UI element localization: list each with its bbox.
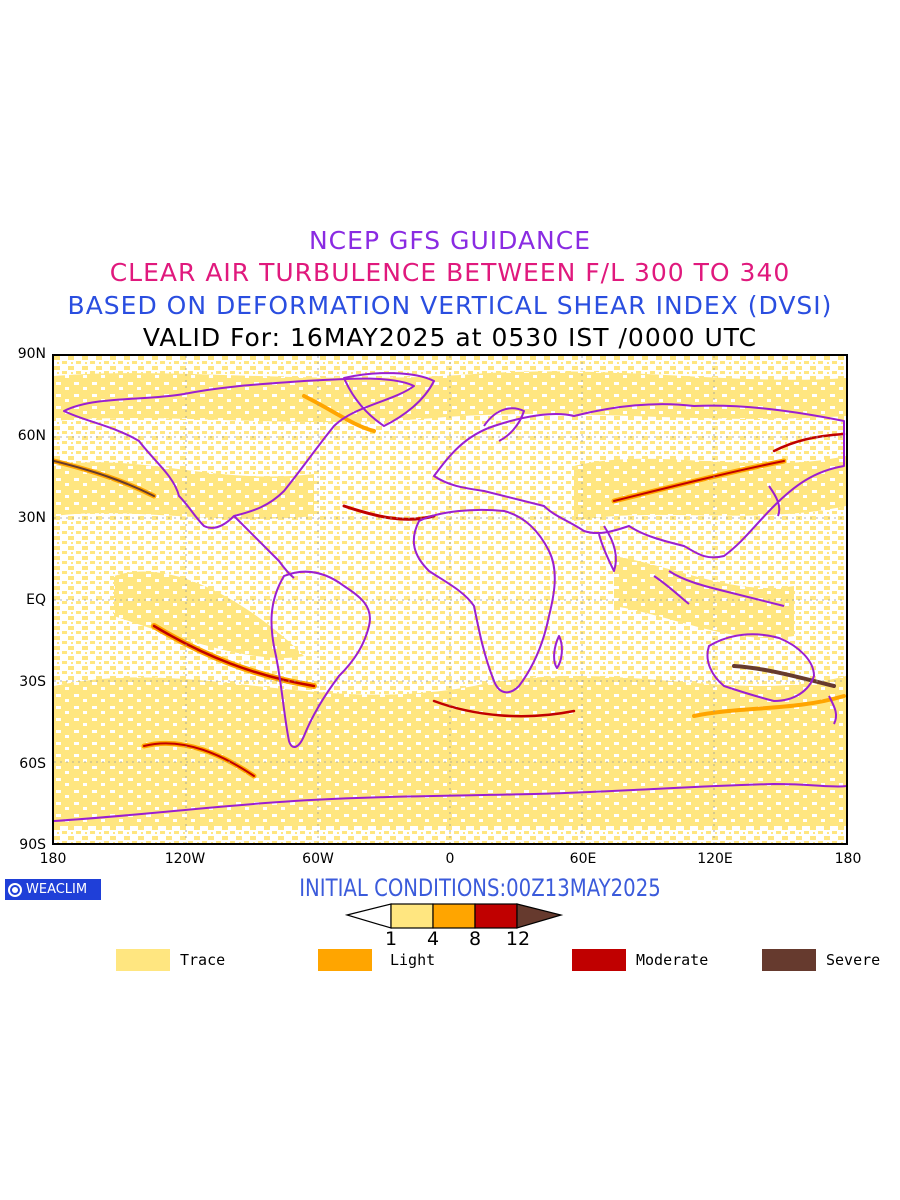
lat-label-60n: 60N bbox=[17, 428, 46, 444]
colorbar-light bbox=[432, 903, 476, 929]
legend-label-trace: Trace bbox=[180, 951, 226, 969]
colorbar-tick-12: 12 bbox=[505, 928, 531, 950]
colorbar-tick-1: 1 bbox=[384, 928, 398, 950]
lat-label-90n: 90N bbox=[17, 346, 46, 362]
lon-label-180w: 180 bbox=[39, 851, 67, 867]
colorbar-moderate bbox=[474, 903, 518, 929]
coastlines bbox=[54, 372, 846, 822]
colorbar-severe-triangle bbox=[516, 903, 564, 929]
lat-label-30n: 30N bbox=[17, 510, 46, 526]
weaclim-logo: WEACLIM bbox=[5, 879, 101, 900]
legend-swatch-moderate bbox=[572, 949, 626, 971]
lat-label-30s: 30S bbox=[19, 674, 46, 690]
turbulence-map bbox=[52, 354, 848, 845]
colorbar-trace bbox=[390, 903, 434, 929]
map-canvas bbox=[54, 356, 846, 843]
colorbar-tick-4: 4 bbox=[426, 928, 440, 950]
legend-label-severe: Severe bbox=[826, 951, 881, 969]
lat-label-eq: EQ bbox=[26, 592, 46, 608]
legend-swatch-trace bbox=[116, 949, 170, 971]
legend-swatch-severe bbox=[762, 949, 816, 971]
lon-label-60e: 60E bbox=[569, 851, 597, 867]
lon-label-180e: 180 bbox=[834, 851, 862, 867]
lat-label-90s: 90S bbox=[19, 837, 46, 853]
initial-conditions-label: INITIAL CONDITIONS:00Z13MAY2025 bbox=[299, 874, 661, 902]
legend-label-light: Light bbox=[390, 951, 436, 969]
weaclim-logo-icon bbox=[8, 882, 22, 897]
title-line-2: CLEAR AIR TURBULENCE BETWEEN F/L 300 TO … bbox=[109, 258, 791, 287]
lat-label-60s: 60S bbox=[19, 756, 46, 772]
valid-time-title: VALID For: 16MAY2025 at 0530 IST /0000 U… bbox=[142, 323, 758, 352]
weaclim-logo-text: WEACLIM bbox=[26, 882, 88, 897]
title-line-1: NCEP GFS GUIDANCE bbox=[308, 226, 591, 255]
colorbar-under-triangle bbox=[345, 903, 392, 929]
colorbar-tick-8: 8 bbox=[468, 928, 482, 950]
lon-label-0: 0 bbox=[445, 851, 455, 867]
colorbar bbox=[345, 903, 564, 929]
map-gridlines bbox=[54, 356, 846, 843]
title-line-3: BASED ON DEFORMATION VERTICAL SHEAR INDE… bbox=[67, 291, 833, 320]
legend-label-moderate: Moderate bbox=[636, 951, 709, 969]
lon-label-120w: 120W bbox=[164, 851, 206, 867]
legend-swatch-light bbox=[318, 949, 372, 971]
lon-label-60w: 60W bbox=[302, 851, 334, 867]
turbulence-streaks bbox=[54, 394, 846, 779]
lon-label-120e: 120E bbox=[697, 851, 733, 867]
